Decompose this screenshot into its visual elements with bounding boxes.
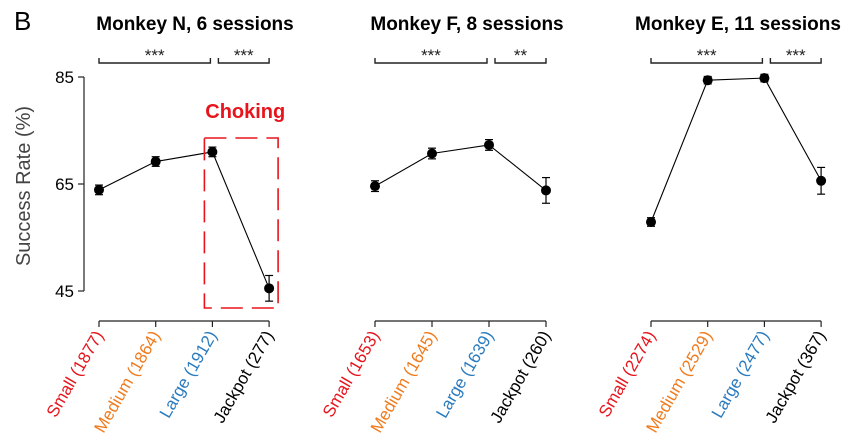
panel-letter: B: [14, 6, 31, 36]
y-axis-label: Success Rate (%): [13, 106, 35, 266]
data-point: [646, 216, 656, 227]
significance-bracket: [374, 58, 488, 64]
data-point: [816, 175, 827, 186]
panel-title: Monkey F, 8 sessions: [370, 14, 563, 35]
significance-label: ***: [697, 46, 717, 65]
x-tick-label: Large (1639): [432, 328, 497, 422]
data-point: [370, 181, 380, 192]
y-tick-label: 85: [55, 68, 74, 87]
x-tick-label: Jackpot (260): [487, 328, 555, 427]
data-point: [207, 146, 218, 157]
x-tick-label: Small (1877): [43, 328, 108, 421]
y-tick-label: 65: [55, 175, 74, 194]
panel-title: Monkey N, 6 sessions: [96, 14, 293, 35]
data-point: [702, 75, 713, 86]
x-tick-label: Large (2477): [708, 328, 773, 422]
data-point: [94, 184, 104, 195]
series-line: [650, 77, 822, 223]
choking-label: Choking: [205, 101, 285, 123]
significance-label: **: [514, 46, 528, 65]
data-point: [484, 139, 494, 150]
significance-bracket: [650, 58, 764, 64]
y-tick-label: 45: [55, 282, 74, 301]
x-tick-label: Jackpot (367): [762, 328, 830, 427]
series-line: [374, 144, 547, 191]
significance-label: ***: [145, 46, 165, 65]
significance-bracket: [769, 58, 822, 64]
x-tick-label: Jackpot (277): [210, 328, 278, 427]
data-point: [264, 283, 275, 294]
x-tick-label: Large (1912): [156, 328, 221, 422]
data-point: [759, 73, 770, 84]
x-tick-label: Small (1653): [319, 328, 384, 421]
significance-label: ***: [786, 46, 806, 65]
panel-title: Monkey E, 11 sessions: [635, 14, 841, 35]
data-point: [541, 185, 551, 196]
series-line: [98, 151, 270, 289]
significance-bracket: [494, 58, 547, 64]
significance-label: ***: [234, 46, 254, 65]
significance-label: ***: [421, 46, 441, 65]
x-tick-label: Small (2274): [595, 328, 660, 421]
significance-bracket: [98, 58, 212, 64]
choking-box: [203, 137, 279, 309]
data-point: [427, 148, 437, 159]
data-point: [150, 156, 161, 167]
significance-bracket: [217, 58, 270, 64]
